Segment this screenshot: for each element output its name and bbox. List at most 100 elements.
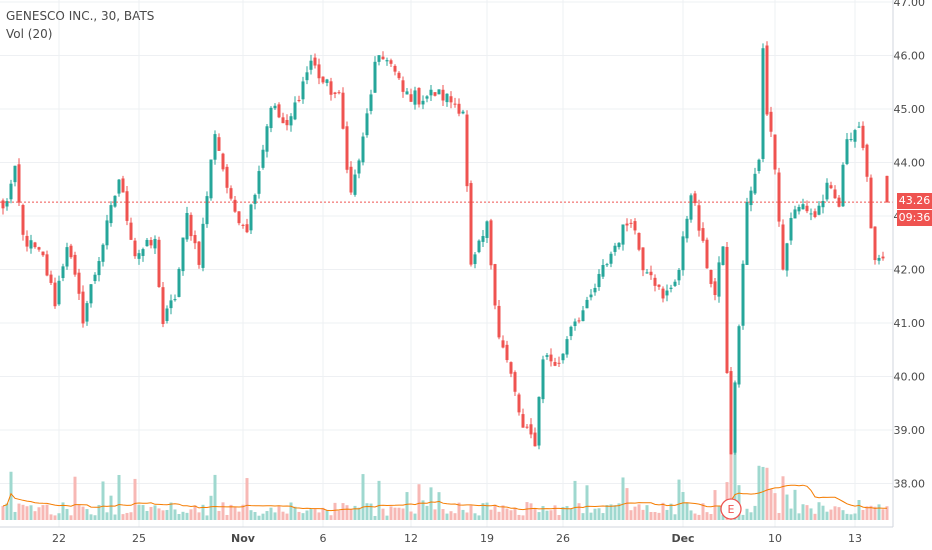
- volume-bar: [617, 503, 621, 520]
- volume-bar: [609, 504, 613, 520]
- candle-body: [529, 424, 533, 435]
- volume-bar: [869, 505, 873, 520]
- candle-body: [337, 92, 341, 94]
- candle-body: [821, 200, 825, 208]
- candle-body: [105, 220, 109, 246]
- volume-bar: [429, 487, 433, 520]
- candle-body: [297, 99, 301, 101]
- candle-body: [589, 294, 593, 298]
- volume-bar: [453, 513, 457, 520]
- price-tick-label: 40.00: [894, 371, 926, 384]
- volume-bar: [433, 509, 437, 520]
- volume-bar: [405, 492, 409, 520]
- candle-body: [93, 274, 97, 282]
- candle-body: [509, 362, 513, 374]
- volume-bar: [269, 507, 273, 520]
- volume-bar: [421, 500, 425, 520]
- candle-body: [381, 56, 385, 60]
- candle-body: [373, 61, 377, 93]
- chart-title[interactable]: GENESCO INC., 30, BATS: [6, 9, 155, 23]
- volume-bar: [449, 511, 453, 520]
- candle-body: [673, 281, 677, 286]
- volume-bar: [469, 505, 473, 520]
- volume-bar: [613, 505, 617, 520]
- candle-body: [285, 119, 289, 126]
- earnings-marker-circle[interactable]: [720, 498, 742, 520]
- time-tick-label: Nov: [231, 532, 256, 545]
- volume-bar: [41, 505, 45, 520]
- candle-body: [261, 149, 265, 168]
- candle-body: [369, 94, 373, 111]
- candle-body: [269, 107, 273, 129]
- time-axis[interactable]: 22 25 Nov 6 12 19 26 Dec 10 13: [52, 532, 862, 545]
- volume-bar: [837, 507, 841, 520]
- price-tick-label: 47.00: [894, 0, 926, 9]
- candle-body: [165, 308, 169, 321]
- volume-bar: [549, 510, 553, 520]
- volume-bar: [881, 509, 885, 520]
- volume-bar: [481, 503, 485, 520]
- volume-bar: [477, 515, 481, 520]
- volume-bar: [401, 508, 405, 520]
- candle-body: [681, 236, 685, 271]
- volume-bar: [245, 478, 249, 520]
- volume-bar: [461, 509, 465, 520]
- volume-bar: [581, 513, 585, 520]
- candle-body: [341, 92, 345, 129]
- candle-body: [885, 175, 889, 203]
- volume-bar: [661, 502, 665, 520]
- candle-body: [317, 64, 321, 79]
- volume-bar: [841, 510, 845, 520]
- volume-bar: [573, 480, 577, 520]
- volume-bar: [381, 508, 385, 520]
- candle-body: [637, 232, 641, 250]
- volume-bar: [17, 503, 21, 520]
- volume-bar: [545, 510, 549, 520]
- candle-body: [461, 111, 465, 114]
- earnings-marker[interactable]: E: [720, 498, 742, 520]
- candle-body: [169, 300, 173, 309]
- price-tick-label: 42.00: [894, 264, 926, 277]
- volume-bar: [397, 507, 401, 520]
- candle-body: [77, 272, 81, 294]
- volume-bar: [441, 509, 445, 520]
- volume-bar: [553, 505, 557, 520]
- volume-bar: [425, 505, 429, 520]
- volume-bar: [165, 509, 169, 520]
- volume-bar: [721, 514, 725, 520]
- volume-bar: [61, 502, 65, 520]
- candle-body: [61, 266, 65, 279]
- candle-body: [125, 191, 129, 221]
- volume-bar: [337, 510, 341, 520]
- volume-bar: [621, 477, 625, 520]
- volume-bar: [781, 476, 785, 520]
- candle-body: [485, 221, 489, 238]
- candle-body: [65, 247, 69, 267]
- candle-body: [449, 96, 453, 103]
- volume-bar: [185, 512, 189, 520]
- volume-bar: [681, 492, 685, 520]
- time-tick-label: 22: [52, 532, 66, 545]
- volume-bar: [181, 511, 185, 520]
- volume-bar: [821, 505, 825, 520]
- price-scale-panel[interactable]: [893, 0, 932, 550]
- volume-bar: [393, 507, 397, 520]
- candle-body: [313, 57, 317, 66]
- volume-bar: [501, 505, 505, 520]
- candle-body: [881, 256, 885, 259]
- candle-body: [481, 236, 485, 242]
- volume-bar: [333, 502, 337, 520]
- candle-body: [117, 179, 121, 194]
- volume-bar: [13, 511, 17, 520]
- candle-body: [53, 282, 57, 307]
- volume-bar: [329, 515, 333, 520]
- volume-legend[interactable]: Vol (20): [6, 27, 53, 41]
- candle-body: [505, 344, 509, 361]
- volume-bar: [85, 509, 89, 520]
- candle-body: [133, 240, 137, 257]
- volume-bar: [873, 506, 877, 520]
- volume-bar: [765, 467, 769, 520]
- volume-bar: [273, 512, 277, 520]
- candle-body: [517, 394, 521, 413]
